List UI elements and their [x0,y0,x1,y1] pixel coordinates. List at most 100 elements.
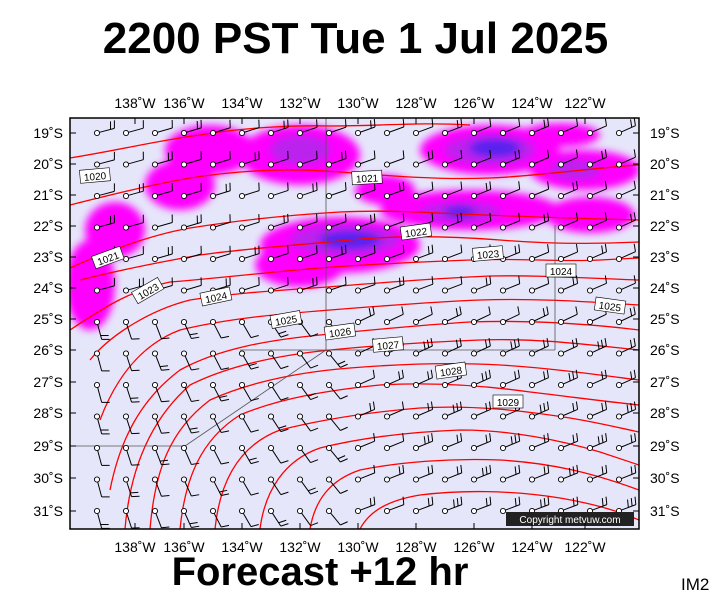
wind-barb [93,318,110,340]
wind-barb [238,381,259,402]
lat-label-left: 26˚S [33,342,63,358]
lon-label-bottom: 126˚W [453,539,495,555]
map-title: 2200 PST Tue 1 Jul 2025 [102,14,609,63]
wind-barb [93,444,110,466]
wind-barb [412,306,433,326]
wind-barb [441,118,463,137]
wind-barb [499,464,521,483]
lon-label-bottom: 138˚W [114,539,156,555]
wind-barb [441,306,462,326]
wind-barb [586,149,608,168]
lon-label-bottom: 134˚W [221,539,263,555]
wind-barb [267,213,289,231]
isobar-label: 1026 [328,326,352,340]
wind-barb [470,118,492,137]
wind-barb [586,464,608,483]
lat-label-right: 20˚S [650,156,680,172]
wind-barb [412,496,434,515]
wind-barb [470,338,491,357]
wind-barb [441,276,463,294]
lon-label-top: 122˚W [564,95,606,111]
wind-barb [180,277,202,294]
wind-barb [209,381,230,402]
lon-label-bottom: 130˚W [337,539,379,555]
wind-barb [412,181,434,200]
wind-barb [354,401,376,420]
wind-barb [209,151,231,168]
lat-label-right: 30˚S [650,470,680,486]
wind-barb [470,496,492,515]
wind-barb [528,464,550,483]
wind-barb [470,401,492,420]
wind-barb [354,464,376,483]
wind-barb [325,213,347,231]
wind-barb [296,507,319,527]
wind-barb [151,413,170,434]
wind-barb [267,444,289,464]
wind-barb [93,381,110,403]
wind-barb [267,150,289,168]
isobar-label: 1021 [356,173,379,185]
wind-barb [122,277,144,294]
wind-barb [528,244,550,263]
wind-barb [412,338,433,357]
wind-barb [615,433,637,452]
wind-barb [325,444,348,463]
lat-label-right: 19˚S [650,125,680,141]
wind-barb [557,275,579,294]
isobar-label: 1024 [550,267,573,278]
lon-label-top: 130˚W [337,95,379,111]
wind-barb [267,245,289,263]
wind-barb [586,180,608,200]
corner-label: IM2 [681,575,710,594]
wind-barb [383,401,405,420]
wind-barb [383,150,405,168]
lat-label-right: 22˚S [650,218,680,234]
wind-barb [151,444,170,466]
lon-label-bottom: 124˚W [511,539,553,555]
wind-barb [296,381,319,401]
wind-barb [470,212,492,231]
wind-barb [412,401,434,420]
isobar-label: 1022 [404,226,428,240]
wind-barb [499,338,520,357]
wind-barb [325,276,347,294]
wind-barb [122,413,140,435]
lat-label-left: 20˚S [33,156,63,172]
wind-barb [267,381,289,401]
wind-barb [180,413,200,434]
wind-barb [180,381,200,402]
wind-barb [180,119,202,137]
wind-barb [354,369,375,389]
wind-barb [470,306,491,326]
wind-barb [499,496,521,515]
wind-barb [470,464,492,483]
wind-barb [180,214,202,231]
wind-barb [383,181,405,200]
wind-barb [557,180,579,200]
wind-barb [267,476,289,496]
wind-barb [383,244,405,263]
lat-label-left: 31˚S [33,503,63,519]
wind-barb [238,245,260,263]
wind-barb [238,350,259,370]
lon-label-top: 126˚W [453,95,495,111]
lon-label-top: 136˚W [163,95,205,111]
wind-barb [325,245,347,263]
wind-barb [557,306,578,326]
wind-barb [528,338,549,357]
lat-label-right: 28˚S [650,405,680,421]
wind-barb [412,369,433,389]
wind-barb [93,277,115,294]
lon-label-bottom: 122˚W [564,539,606,555]
wind-barb [441,338,462,357]
forecast-label: Forecast +12 hr [171,550,469,594]
wind-barb [499,118,521,137]
isobar-label: 1025 [598,300,622,314]
lat-label-left: 24˚S [33,280,63,296]
isobar-label: 1029 [497,398,520,409]
wind-barb [151,120,173,137]
wind-barb [586,118,608,137]
wind-barb [441,244,463,263]
wind-barb [151,183,173,200]
